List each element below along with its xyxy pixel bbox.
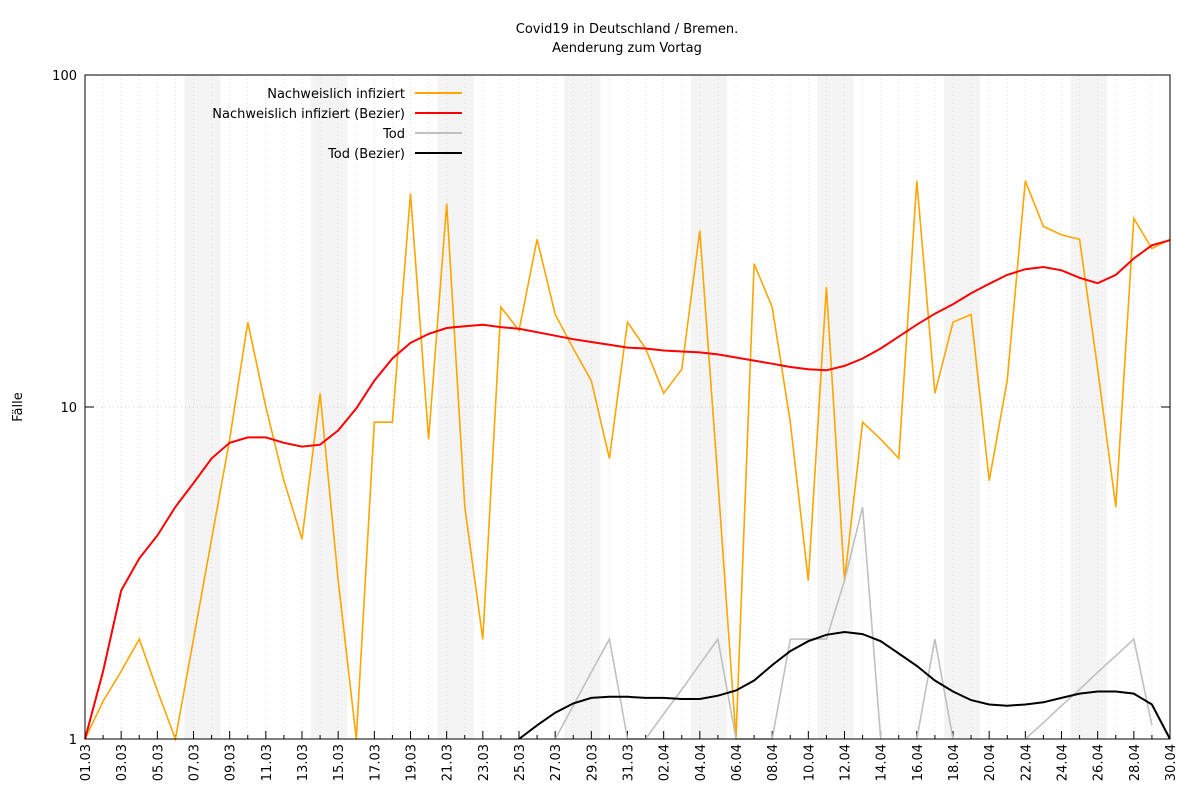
weekend-band — [184, 75, 221, 739]
x-tick-label: 22.04 — [1019, 744, 1034, 781]
x-tick-label: 14.04 — [875, 744, 890, 781]
x-tick-label: 01.03 — [79, 744, 94, 781]
x-tick-label: 25.03 — [513, 744, 528, 781]
x-tick-label: 28.04 — [1128, 744, 1143, 781]
y-axis-label: Fälle — [11, 392, 26, 421]
weekend-band — [690, 75, 727, 739]
x-tick-label: 12.04 — [839, 744, 854, 781]
x-tick-label: 13.03 — [296, 744, 311, 781]
x-tick-label: 27.03 — [549, 744, 564, 781]
x-tick-label: 21.03 — [441, 744, 456, 781]
y-tick-label: 10 — [60, 401, 77, 416]
x-tick-label: 30.04 — [1164, 744, 1179, 781]
weekend-band — [817, 75, 854, 739]
series-line — [84, 180, 1171, 743]
x-tick-label: 24.04 — [1056, 744, 1071, 781]
x-tick-label: 02.04 — [658, 744, 673, 781]
x-tick-label: 11.03 — [260, 744, 275, 781]
x-tick-label: 23.03 — [477, 744, 492, 781]
x-tick-label: 09.03 — [224, 744, 239, 781]
x-tick-label: 04.04 — [694, 744, 709, 781]
legend-label: Tod (Bezier) — [327, 147, 405, 162]
x-tick-label: 26.04 — [1092, 744, 1107, 781]
x-tick-label: 05.03 — [151, 744, 166, 781]
legend-label: Nachweislich infiziert — [267, 87, 405, 102]
x-tick-label: 29.03 — [585, 744, 600, 781]
plot-frame — [84, 74, 1171, 740]
chart-subtitle: Aenderung zum Vortag — [552, 41, 702, 56]
x-tick-label: 15.03 — [332, 744, 347, 781]
series-line — [554, 506, 1153, 740]
x-tick-label: 08.04 — [766, 744, 781, 781]
x-tick-label: 07.03 — [188, 744, 203, 781]
chart-title: Covid19 in Deutschland / Bremen. — [516, 22, 738, 37]
legend-label: Nachweislich infiziert (Bezier) — [212, 107, 405, 122]
x-tick-label: 31.03 — [622, 744, 637, 781]
x-tick-label: 16.04 — [911, 744, 926, 781]
series-line — [84, 239, 1171, 740]
x-tick-label: 06.04 — [730, 744, 745, 781]
y-tick-label: 100 — [52, 69, 77, 84]
x-tick-label: 10.04 — [802, 744, 817, 781]
series-line — [518, 630, 1171, 740]
x-tick-label: 03.03 — [115, 744, 130, 781]
weekend-band — [437, 75, 474, 739]
x-tick-label: 19.03 — [405, 744, 420, 781]
x-tick-label: 17.03 — [368, 744, 383, 781]
weekend-band — [564, 75, 601, 739]
x-tick-label: 18.04 — [947, 744, 962, 781]
weekend-band — [1070, 75, 1107, 739]
legend-label: Tod — [382, 127, 405, 142]
y-tick-label: 1 — [69, 733, 77, 748]
x-tick-label: 20.04 — [983, 744, 998, 781]
